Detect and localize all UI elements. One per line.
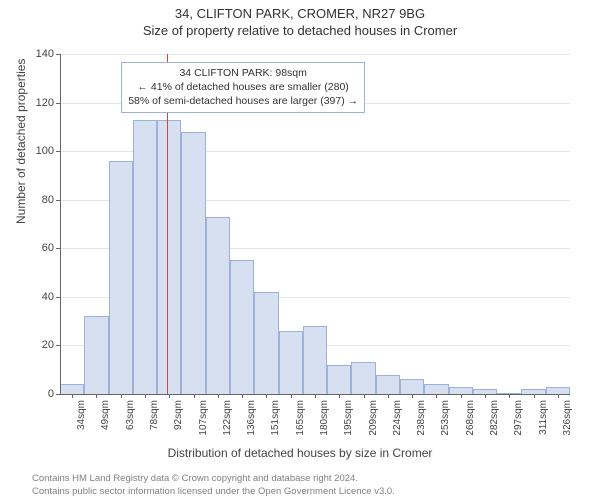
histogram-bar (303, 326, 327, 394)
x-tick-label: 209sqm (368, 400, 379, 436)
y-tick-label: 20 (24, 339, 54, 351)
histogram-bar (424, 384, 448, 394)
histogram-bar (230, 260, 254, 394)
y-tick-label: 40 (24, 291, 54, 303)
x-axis-label: Distribution of detached houses by size … (0, 446, 600, 460)
y-tick-label: 60 (24, 242, 54, 254)
histogram-bar (60, 384, 84, 394)
histogram-bar (449, 387, 473, 394)
chart-container: 34, CLIFTON PARK, CROMER, NR27 9BG Size … (0, 6, 600, 500)
annotation-line: ← 41% of detached houses are smaller (28… (128, 80, 358, 94)
x-tick-label: 122sqm (222, 400, 233, 436)
x-tick-label: 34sqm (76, 400, 87, 430)
footer-line-2: Contains public sector information licen… (32, 486, 395, 498)
x-tick-label: 107sqm (198, 400, 209, 436)
x-tick-label: 297sqm (513, 400, 524, 436)
x-tick-label: 253sqm (440, 400, 451, 436)
x-tick-label: 78sqm (149, 400, 160, 430)
chart-subtitle: Size of property relative to detached ho… (0, 23, 600, 38)
histogram-bar (84, 316, 108, 394)
y-tick-label: 100 (24, 145, 54, 157)
x-tick-label: 224sqm (392, 400, 403, 436)
x-tick-label: 238sqm (416, 400, 427, 436)
annotation-box: 34 CLIFTON PARK: 98sqm← 41% of detached … (121, 62, 365, 113)
histogram-bar (351, 362, 375, 394)
x-tick-label: 136sqm (246, 400, 257, 436)
histogram-bar (400, 379, 424, 394)
histogram-bar (546, 387, 570, 394)
y-tick-label: 80 (24, 194, 54, 206)
histogram-bar (109, 161, 133, 394)
histogram-bar (279, 331, 303, 394)
x-tick-label: 92sqm (173, 400, 184, 430)
x-tick-label: 326sqm (562, 400, 573, 436)
histogram-bar (376, 375, 400, 394)
x-tick-label: 311sqm (538, 400, 549, 435)
chart-title: 34, CLIFTON PARK, CROMER, NR27 9BG (0, 6, 600, 21)
y-tick-label: 0 (24, 388, 54, 400)
x-tick-label: 151sqm (270, 400, 281, 436)
histogram-bar (206, 217, 230, 394)
x-tick-label: 165sqm (295, 400, 306, 436)
x-tick-label: 268sqm (465, 400, 476, 436)
plot-wrapper: 02040608010012014034sqm49sqm63sqm78sqm92… (60, 54, 570, 422)
x-tick-label: 282sqm (489, 400, 500, 436)
histogram-bar (133, 120, 157, 394)
annotation-line: 34 CLIFTON PARK: 98sqm (128, 66, 358, 80)
histogram-bar (181, 132, 205, 394)
plot-area: 02040608010012014034sqm49sqm63sqm78sqm92… (60, 54, 570, 394)
histogram-bar (157, 120, 181, 394)
gridline (60, 54, 570, 55)
footer-line-1: Contains HM Land Registry data © Crown c… (32, 473, 395, 485)
y-tick-label: 120 (24, 97, 54, 109)
x-tick-label: 49sqm (100, 400, 111, 430)
y-axis-line (60, 54, 61, 394)
footer-attribution: Contains HM Land Registry data © Crown c… (32, 473, 395, 498)
x-axis-line (60, 394, 570, 395)
y-tick-label: 140 (24, 48, 54, 60)
histogram-bar (327, 365, 351, 394)
annotation-line: 58% of semi-detached houses are larger (… (128, 94, 358, 108)
x-tick-label: 180sqm (319, 400, 330, 436)
x-tick-label: 195sqm (343, 400, 354, 436)
histogram-bar (254, 292, 278, 394)
x-tick-label: 63sqm (125, 400, 136, 430)
